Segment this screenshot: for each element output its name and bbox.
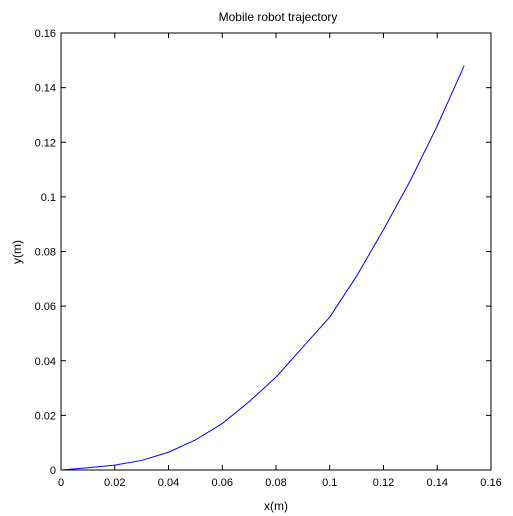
x-axis: 0 0.02 0.04 0.06 0.08 0.1 0.12 0.14 0.16 <box>58 33 502 489</box>
y-axis-label: y(m) <box>10 240 24 264</box>
y-tick-label: 0.06 <box>35 301 56 313</box>
x-tick-label: 0.12 <box>373 477 394 489</box>
y-tick-label: 0.08 <box>35 247 56 259</box>
y-tick-label: 0.02 <box>35 410 56 422</box>
x-tick-label: 0.04 <box>158 477 179 489</box>
x-tick-label: 0.06 <box>212 477 233 489</box>
x-tick-label: 0.1 <box>322 477 337 489</box>
x-tick-label: 0.08 <box>265 477 286 489</box>
series-line-1 <box>60 65 465 471</box>
y-tick-label: 0.04 <box>35 356 56 368</box>
x-tick-label: 0 <box>58 477 64 489</box>
chart-title: Mobile robot trajectory <box>219 10 338 24</box>
y-tick-label: 0.16 <box>35 28 56 40</box>
series-layer <box>60 65 465 471</box>
y-tick-label: 0.14 <box>35 83 56 95</box>
y-tick-label: 0 <box>50 465 56 477</box>
x-tick-label: 0.02 <box>104 477 125 489</box>
x-axis-label: x(m) <box>264 499 288 513</box>
x-tick-label: 0.14 <box>427 477 448 489</box>
y-tick-label: 0.12 <box>35 137 56 149</box>
y-axis: 0 0.02 0.04 0.06 0.08 0.1 0.12 0.14 0.16 <box>35 28 491 477</box>
x-tick-label: 0.16 <box>480 477 501 489</box>
y-tick-label: 0.1 <box>41 192 56 204</box>
plot-area <box>60 32 492 471</box>
